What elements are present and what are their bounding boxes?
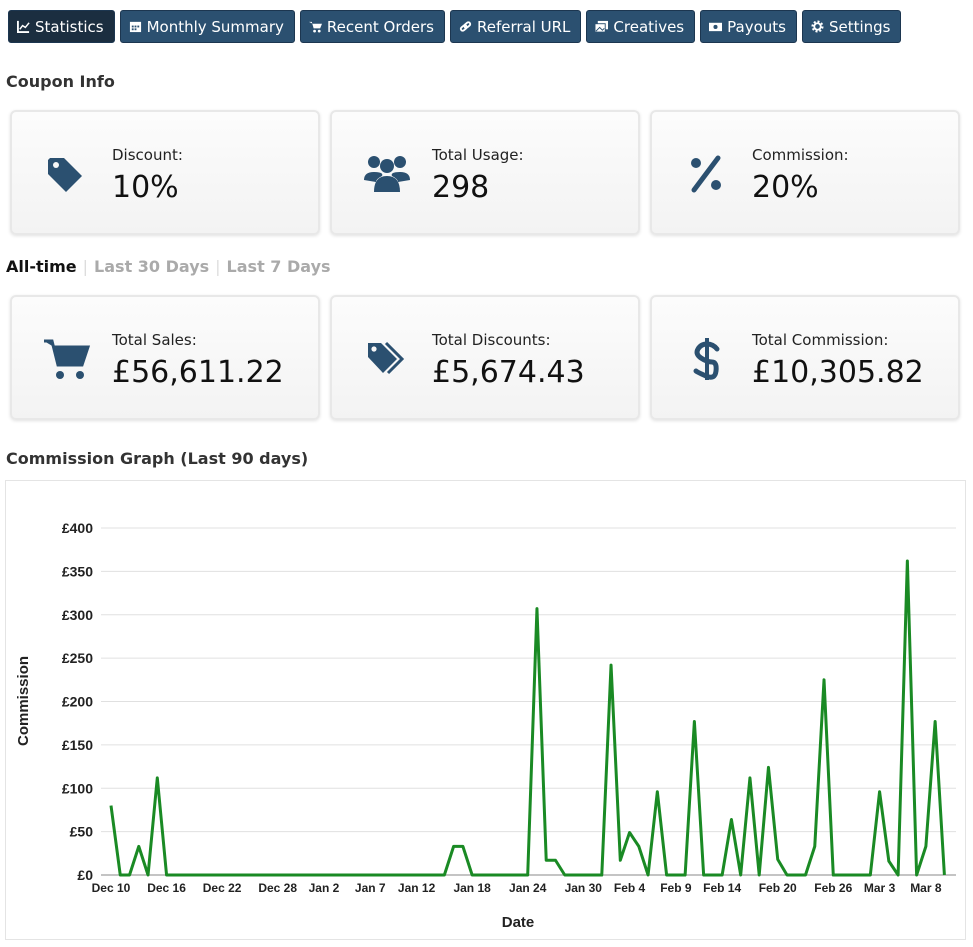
icon	[129, 21, 141, 33]
separator: |	[82, 257, 89, 276]
nav-label: Monthly Summary	[146, 17, 284, 36]
chart-container: Commission Date £0 £50 £100 £150 £200 £250 £30…	[5, 480, 966, 940]
stat-card: Total Discounts: £5,674.43	[330, 295, 640, 420]
x-tick-label: Feb 4	[614, 881, 646, 895]
dollar-icon	[693, 338, 720, 380]
data-line	[109, 559, 946, 877]
stat-card: Total Usage: 298	[330, 110, 640, 235]
y-tick-label: £400	[62, 520, 93, 536]
tags-icon	[368, 341, 405, 375]
nav-label: Referral URL	[476, 17, 571, 36]
x-tick-label: Jan 2	[309, 881, 340, 895]
y-tick-label: £200	[62, 694, 93, 710]
y-axis-label: Commission	[15, 656, 32, 746]
x-tick-label: Jan 18	[453, 881, 491, 895]
x-tick-label: Feb 20	[759, 881, 797, 895]
stat-label: Total Commission:	[752, 331, 889, 349]
stat-label: Total Sales:	[112, 331, 197, 349]
y-tick-label: £50	[70, 824, 94, 840]
nav-button[interactable]: Referral URL	[449, 10, 582, 43]
nav-bar: Statistics Monthly Summary Recent Orders…	[8, 10, 902, 43]
x-tick-label: Jan 12	[398, 881, 436, 895]
icon	[709, 22, 723, 32]
chart: Commission Date £0 £50 £100 £150 £200 £250 £30…	[15, 520, 956, 931]
x-tick-label: Feb 9	[660, 881, 692, 895]
x-tick-label: Feb 26	[814, 881, 852, 895]
icon	[595, 20, 609, 33]
nav-button[interactable]: Recent Orders	[299, 10, 445, 43]
y-tick-label: £0	[77, 867, 93, 883]
x-axis-label: Date	[502, 914, 535, 931]
x-tick-label: Dec 22	[203, 881, 242, 895]
stat-value: 10%	[112, 170, 179, 205]
x-tick-label: Mar 8	[910, 881, 942, 895]
x-tick-label: Dec 10	[92, 881, 131, 895]
x-tick-label: Feb 14	[703, 881, 741, 895]
y-tick-label: £100	[62, 780, 93, 796]
cart-icon	[44, 339, 91, 379]
nav-button[interactable]: Statistics	[8, 10, 115, 43]
stat-value: 298	[432, 170, 490, 205]
y-tick-label: £300	[62, 607, 93, 623]
x-tick-label: Dec 16	[147, 881, 186, 895]
stat-value: 20%	[752, 170, 819, 205]
x-tick-label: Jan 30	[565, 881, 603, 895]
x-tick-label: Dec 28	[258, 881, 297, 895]
percent-icon	[691, 155, 721, 193]
separator: |	[215, 257, 221, 276]
stat-card: Total Sales: £56,611.22	[10, 295, 320, 420]
icon	[459, 21, 472, 32]
stat-value: £10,305.82	[752, 355, 924, 390]
nav-label: Statistics	[35, 17, 104, 36]
nav-button[interactable]: Payouts	[700, 10, 797, 43]
x-tick-label: Mar 3	[864, 881, 896, 895]
icon	[308, 21, 322, 33]
nav-button[interactable]: Settings	[801, 10, 902, 43]
tab[interactable]: Last 30 Days	[94, 257, 210, 276]
stat-label: Total Usage:	[432, 146, 524, 164]
nav-button[interactable]: Monthly Summary	[119, 10, 295, 43]
nav-button[interactable]: Creatives	[586, 10, 696, 43]
nav-label: Settings	[828, 17, 891, 36]
y-tick-label: £250	[62, 650, 93, 666]
stat-card: Discount: 10%	[10, 110, 320, 235]
stat-value: £5,674.43	[432, 355, 585, 390]
tab[interactable]: All-time	[6, 257, 77, 276]
stat-card: Total Commission: £10,305.82	[650, 295, 960, 420]
stat-card: Commission: 20%	[650, 110, 960, 235]
x-tick-label: Jan 7	[355, 881, 386, 895]
x-tick-label: Jan 24	[509, 881, 547, 895]
stat-label: Discount:	[112, 146, 183, 164]
icon	[17, 20, 30, 33]
section-heading: Coupon Info	[6, 72, 115, 91]
y-tick-label: £150	[62, 737, 93, 753]
nav-label: Creatives	[613, 17, 685, 36]
tab[interactable]: Last 7 Days	[226, 257, 331, 276]
period-tabs: All-time | Last 30 Days | Last 7 Days	[6, 257, 331, 276]
icon	[811, 20, 824, 33]
users-icon	[364, 156, 410, 192]
stat-label: Commission:	[752, 146, 849, 164]
stat-label: Total Discounts:	[432, 331, 551, 349]
y-tick-label: £350	[62, 563, 93, 579]
nav-label: Payouts	[727, 17, 786, 36]
nav-label: Recent Orders	[326, 17, 434, 36]
section-heading: Commission Graph (Last 90 days)	[6, 449, 309, 468]
tag-icon	[48, 158, 82, 192]
stat-value: £56,611.22	[112, 355, 284, 390]
